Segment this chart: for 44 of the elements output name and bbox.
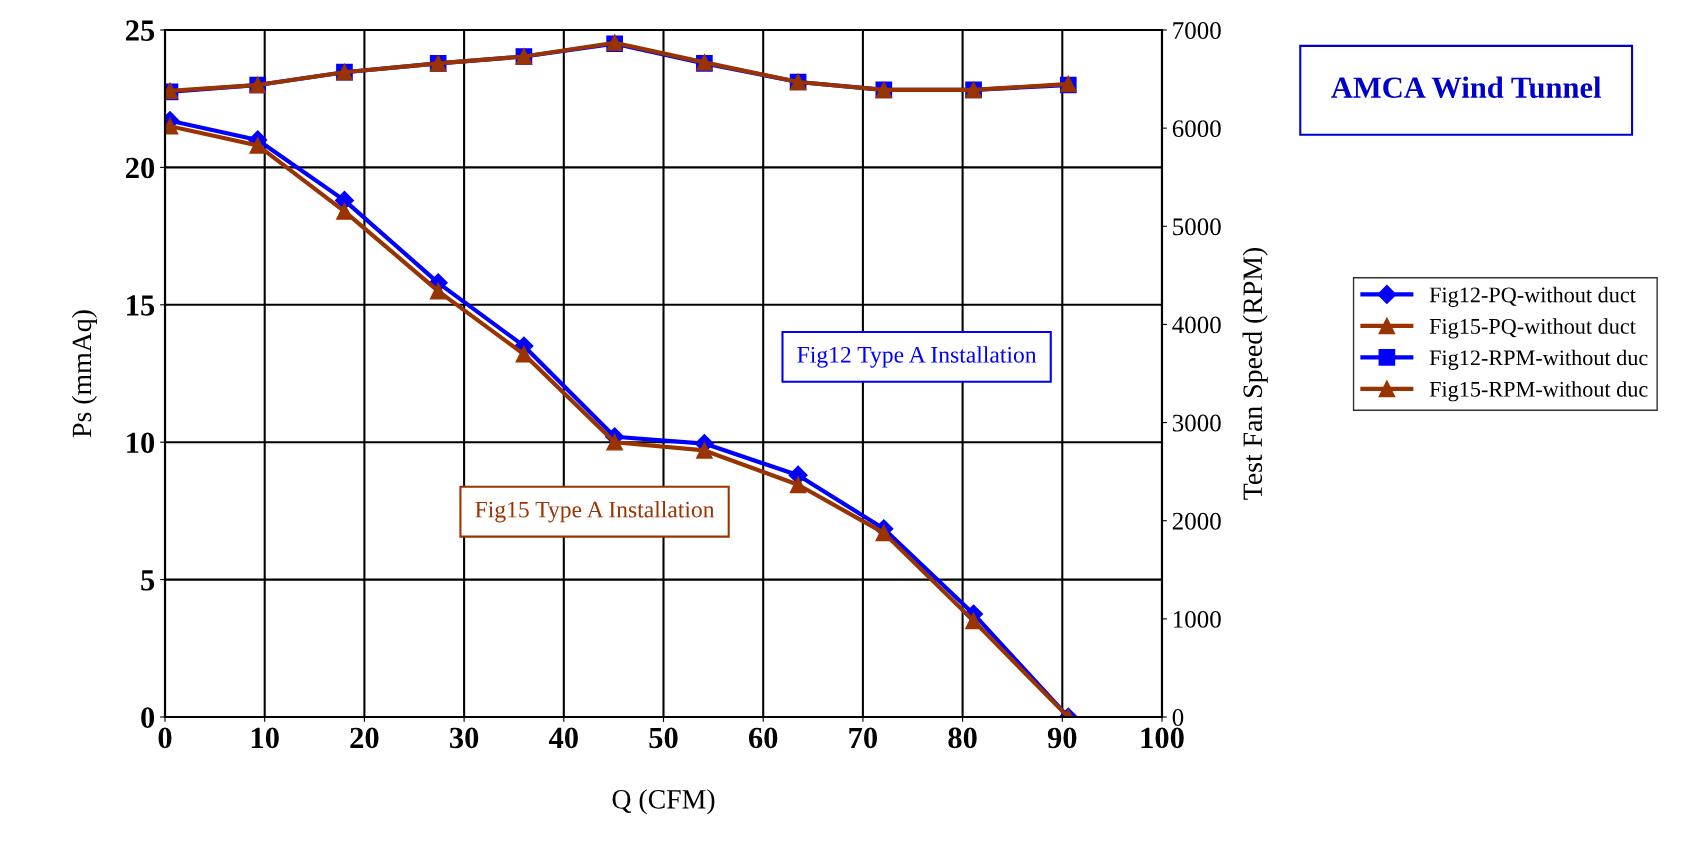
y-tick-label: 0 [141,707,155,728]
x-tick-label: 90 [1047,727,1077,749]
y-tick-label: 20 [126,157,155,179]
annotation: Fig15 Type A Installation [475,500,715,523]
point [965,612,982,630]
x-tick-label: 70 [849,727,878,749]
y2-tick-label: 5000 [1173,218,1221,236]
point [606,433,623,451]
x-tick-label: 80 [948,727,977,749]
legend-label: Fig15-RPM-without duc [1429,381,1648,402]
y2-tick-label: 3000 [1172,414,1221,432]
y2-tick-label: 1000 [1173,610,1221,628]
annotation: Fig12 Type A Installation [797,346,1037,368]
y2-tick-label: 4000 [1172,316,1221,334]
y-tick-label: 5 [141,570,155,591]
point [875,524,893,542]
point [336,203,353,220]
x-tick-label: 20 [350,727,379,749]
text: AMCA Wind Tunnel [1331,76,1601,99]
x-axis-title: Q (CFM) [612,789,715,815]
x-tick-label: 40 [548,727,578,749]
x-tick-label: 10 [251,727,279,749]
y2-tick-label: 0 [1172,709,1184,726]
x-tick-label: 30 [449,727,479,749]
y2-axis-title: Test Fan Speed (RPM) [1242,248,1268,500]
y-tick-label: 10 [127,432,155,454]
point [515,345,533,363]
y-tick-label: 15 [127,295,155,316]
legend-label: Fig12-RPM-without duc [1429,349,1648,370]
x-tick-label: 60 [748,727,778,749]
x-tick-label: 0 [158,727,172,749]
y2-tick-label: 6000 [1172,120,1221,138]
y2-tick-label: 7000 [1173,22,1221,39]
y-tick-label: 25 [126,20,155,41]
y-axis-title: Ps (mmAq) [71,310,97,438]
legend-label: Fig12-PQ-without duct [1429,286,1636,307]
point [249,137,267,154]
legend-label: Fig15-PQ-without duct [1429,318,1636,339]
y2-tick-label: 2000 [1172,512,1221,530]
x-tick-label: 50 [649,727,678,749]
x-tick-label: 100 [1141,727,1184,749]
point [429,282,447,300]
point [696,442,713,459]
point [789,476,807,494]
